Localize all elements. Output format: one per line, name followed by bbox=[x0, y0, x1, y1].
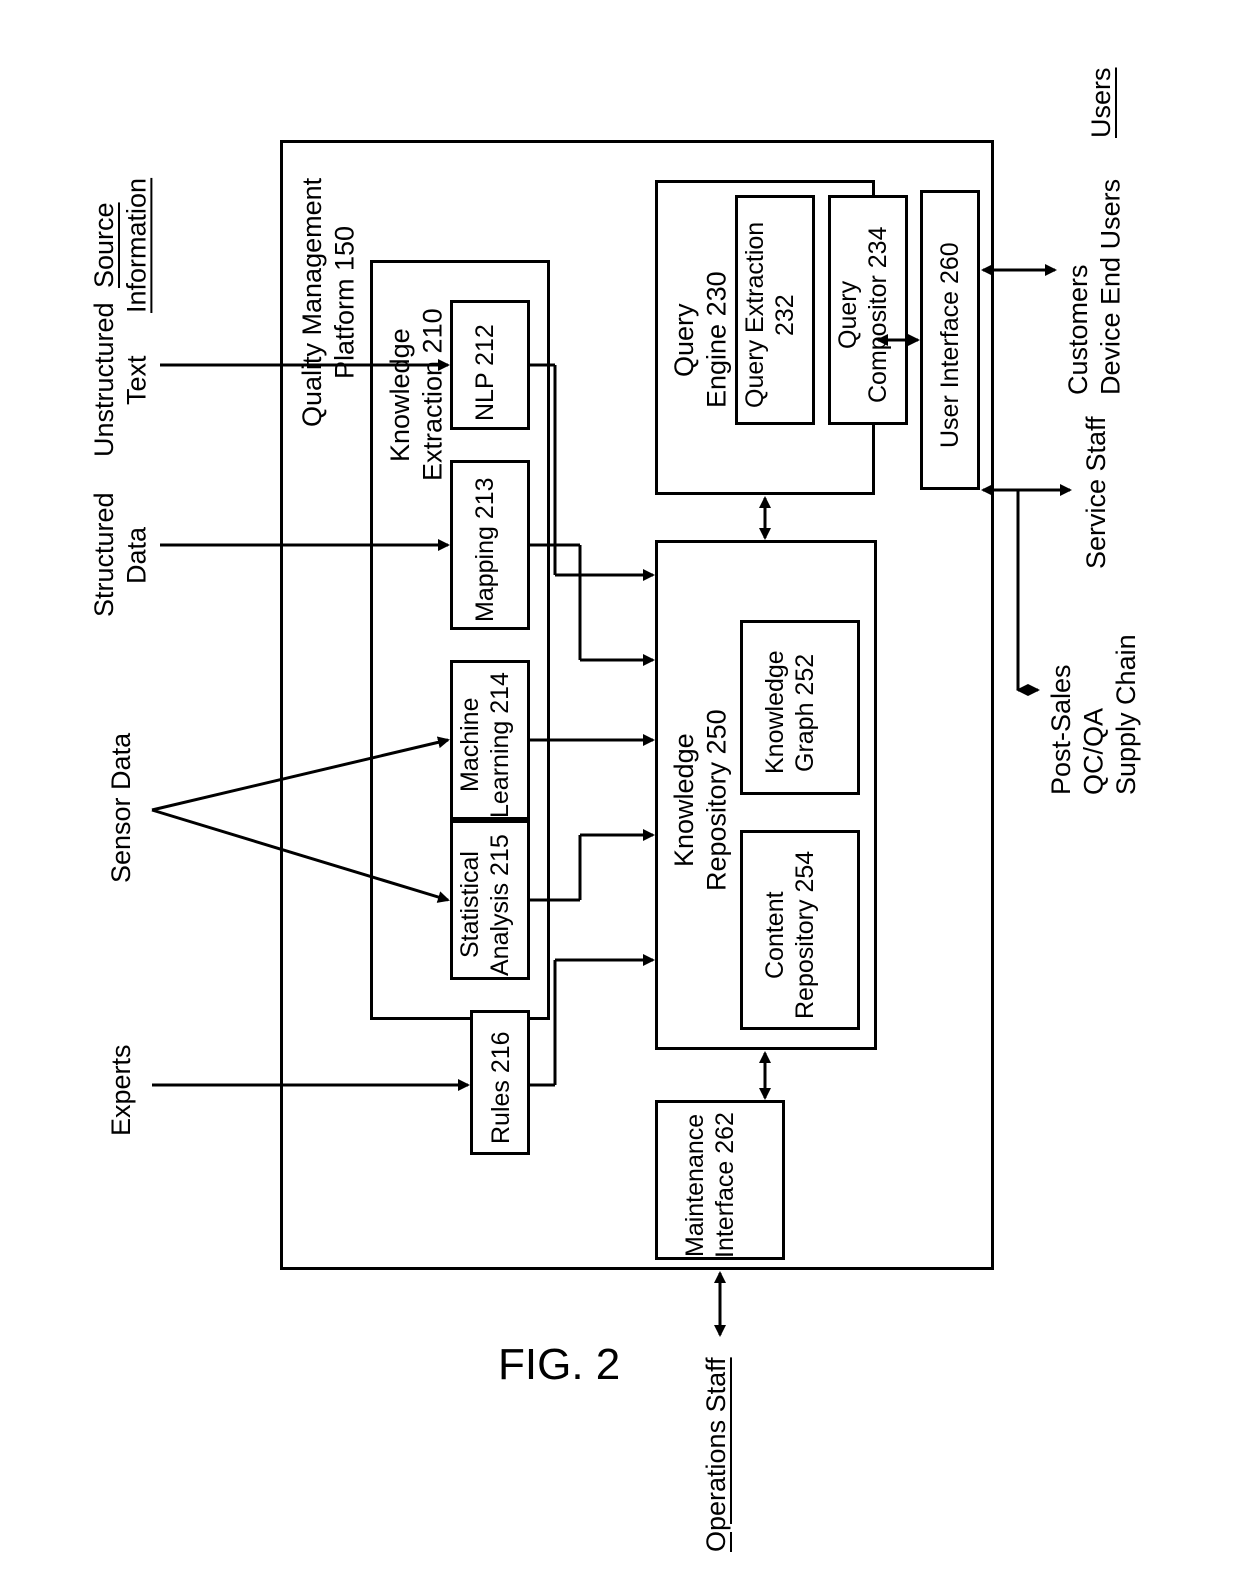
arrow-sensor-to-stat bbox=[152, 810, 448, 900]
arrows-layer bbox=[0, 0, 1240, 1469]
arrow-sensor-to-ml bbox=[152, 740, 448, 810]
